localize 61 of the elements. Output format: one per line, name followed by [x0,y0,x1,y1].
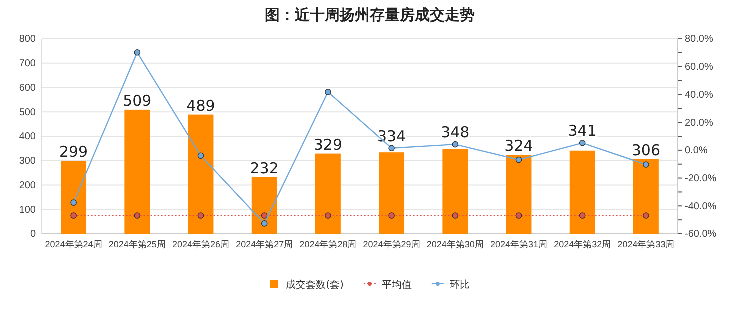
point [70,200,77,206]
x-tick-label: 2024年第33周 [618,239,675,250]
y-tick-label: 200 [19,180,36,192]
data-label: 299 [59,143,88,162]
point [579,140,586,146]
bar [124,110,150,234]
point [516,156,522,164]
point [452,141,459,148]
bar [442,149,468,234]
y-tick-label: 300 [19,156,36,168]
data-label: 306 [632,141,661,160]
y2-tick-label: -40.0% [685,201,717,212]
data-label: 341 [568,122,597,140]
y2-tick-label: 40.0% [685,90,714,101]
data-label: 324 [504,137,534,156]
y-tick-label: 400 [19,132,36,143]
x-tick-label: 2024年第28周 [300,239,357,250]
y2-tick-label: -60.0% [685,229,717,240]
x-tick-label: 2024年第29周 [363,239,420,250]
bar [252,177,278,234]
x-tick-label: 2024年第24周 [45,239,102,250]
point [134,50,141,56]
y2-tick-label: 0.0% [685,146,708,157]
y2-tick-label: 80.0% [685,34,714,46]
y2-tick-label: 20.0% [685,118,714,129]
point [388,145,395,152]
y-tick-label: 100 [19,204,36,216]
point [325,89,332,96]
bar [633,159,659,234]
y2-tick-label: -20.0% [685,173,717,184]
y-tick-label: 700 [19,58,36,70]
bar [506,155,532,234]
y2-tick-label: 60.0% [685,62,714,74]
point [261,220,268,227]
data-label: 509 [123,92,152,110]
x-tick-label: 2024年第26周 [172,239,230,250]
legend-label: 平均值 [382,279,412,291]
data-label: 334 [377,127,406,146]
data-label: 232 [250,159,279,178]
y-tick-label: 800 [19,34,36,46]
x-tick-label: 2024年第32周 [554,239,612,250]
bar [188,114,214,234]
y-tick-label: 500 [19,107,36,118]
data-label: 348 [441,124,470,142]
point [198,152,204,160]
chart-title: 图：近十周扬州存量房成交走势 [265,6,475,24]
bar [61,161,87,234]
bar [379,152,405,234]
legend-label: 环比 [450,279,470,291]
data-label: 489 [186,96,216,115]
bar [570,150,596,234]
x-tick-label: 2024年第25周 [108,239,166,250]
x-tick-label: 2024年第31周 [490,239,548,250]
bar [315,154,341,234]
x-tick-label: 2024年第30周 [426,239,484,250]
x-tick-label: 2024年第27周 [236,239,294,250]
y-tick-label: 600 [19,82,36,94]
data-label: 329 [314,136,343,154]
y-tick-label: 0 [30,229,36,240]
point [643,162,650,168]
legend-label: 成交套数(套) [286,279,344,291]
